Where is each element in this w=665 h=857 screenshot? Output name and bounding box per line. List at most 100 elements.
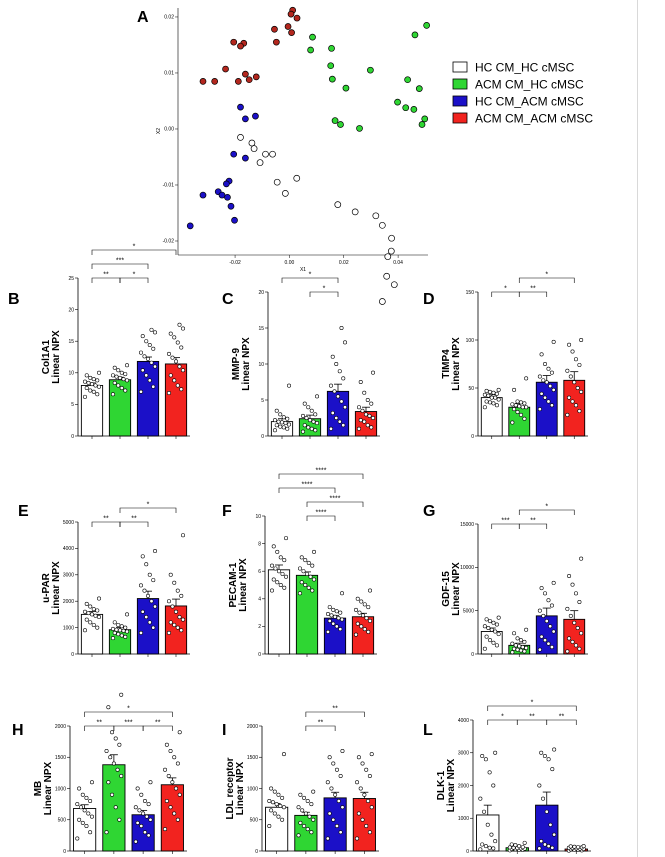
data-point	[174, 786, 179, 791]
data-point	[537, 846, 542, 851]
data-point	[175, 588, 180, 593]
data-point	[116, 368, 121, 373]
data-point	[148, 817, 153, 822]
data-point	[339, 399, 344, 404]
data-point	[113, 736, 118, 741]
scatter-point	[288, 29, 295, 36]
y-tick-label: 0	[255, 849, 258, 855]
significance-bracket	[305, 711, 365, 717]
data-point	[488, 638, 493, 643]
significance-bracket	[113, 725, 144, 731]
data-point	[104, 748, 109, 753]
data-point	[330, 410, 335, 415]
data-point	[125, 612, 130, 617]
data-point	[114, 374, 119, 379]
y-axis-label-units: Linear NPX	[238, 558, 249, 612]
data-point	[524, 627, 529, 632]
data-point	[341, 423, 346, 428]
data-point	[138, 350, 143, 355]
data-point	[309, 830, 314, 835]
data-point	[478, 796, 483, 801]
data-point	[524, 405, 529, 410]
data-point	[151, 625, 156, 630]
data-point	[146, 593, 151, 598]
data-point	[493, 395, 498, 400]
y-axis-label-units: Linear NPX	[446, 759, 457, 813]
data-point	[275, 580, 280, 585]
y-tick-label: 1000	[458, 816, 469, 822]
data-point	[172, 378, 177, 383]
y-tick-label: 2000	[458, 783, 469, 789]
data-point	[362, 390, 367, 395]
data-point	[572, 844, 577, 849]
data-point	[331, 761, 336, 766]
data-point	[306, 560, 311, 565]
data-point	[153, 549, 158, 554]
data-point	[482, 809, 487, 814]
y-tick-label: 1500	[55, 755, 66, 761]
data-point	[333, 792, 338, 797]
data-point	[365, 397, 370, 402]
data-point	[269, 786, 274, 791]
data-point	[549, 603, 554, 608]
data-point	[515, 399, 520, 404]
scatter-point	[230, 150, 238, 158]
data-point	[133, 805, 138, 810]
data-point	[575, 385, 580, 390]
data-point	[285, 426, 290, 431]
data-point	[334, 823, 339, 828]
data-point	[366, 629, 371, 634]
data-point	[142, 354, 147, 359]
data-point	[356, 405, 361, 410]
data-point	[522, 840, 527, 845]
data-point	[552, 832, 557, 837]
data-point	[142, 830, 147, 835]
significance-bracket	[91, 277, 121, 283]
data-point	[543, 395, 548, 400]
data-point	[117, 742, 122, 747]
data-point	[84, 617, 89, 622]
data-point	[112, 380, 117, 385]
data-point	[366, 798, 371, 803]
data-point	[548, 822, 553, 827]
scatter-y-axis-label: X2	[156, 128, 162, 134]
data-point	[302, 823, 307, 828]
data-point	[488, 619, 493, 624]
data-point	[119, 633, 124, 638]
data-point	[281, 805, 286, 810]
data-point	[549, 645, 554, 650]
data-point	[546, 366, 551, 371]
data-point	[367, 413, 372, 418]
data-point	[181, 617, 186, 622]
data-point	[307, 814, 312, 819]
scatter-point	[387, 247, 395, 255]
data-point	[139, 792, 144, 797]
scatter-point	[287, 10, 295, 18]
data-point	[179, 628, 184, 633]
y-tick-label: 1000	[55, 786, 66, 792]
data-point	[364, 823, 369, 828]
panel-letter-c: C	[222, 291, 234, 308]
y-tick-label: 10	[258, 362, 264, 368]
data-point	[179, 345, 184, 350]
data-point	[305, 798, 310, 803]
scatter-point	[372, 212, 380, 220]
legend-label: HC CM_ACM cMSC	[475, 95, 584, 109]
data-point	[306, 425, 311, 430]
data-point	[568, 374, 573, 379]
data-point	[88, 798, 93, 803]
significance-bracket	[487, 719, 518, 725]
data-point	[97, 384, 102, 389]
legend-swatch	[452, 78, 468, 90]
significance-bracket	[281, 277, 339, 283]
significance-label: *	[504, 286, 507, 293]
data-point	[577, 599, 582, 604]
data-point	[334, 361, 339, 366]
data-point	[572, 620, 577, 625]
scatter-point	[269, 150, 276, 158]
data-point	[549, 403, 554, 408]
data-point	[360, 613, 365, 618]
scatter-point	[423, 22, 430, 29]
data-point	[296, 805, 301, 810]
